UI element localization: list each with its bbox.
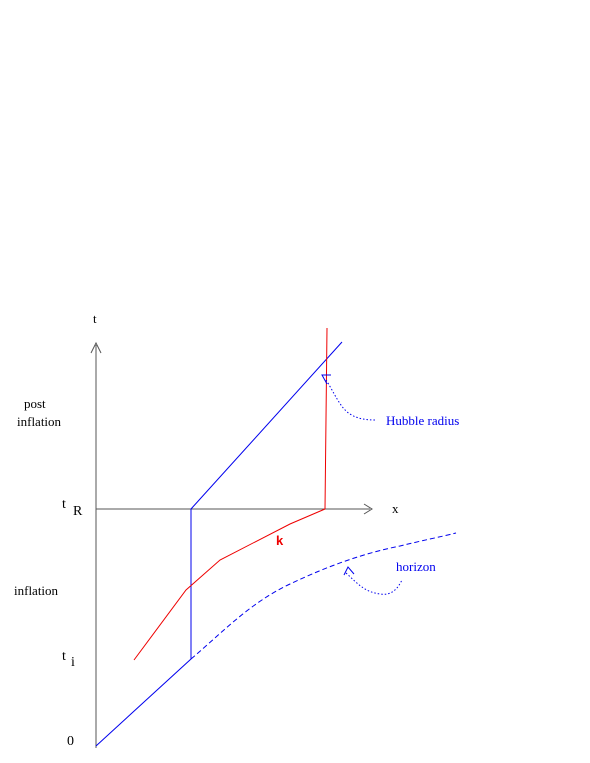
post-inflation-label: inflation xyxy=(17,414,62,429)
hubble-radius-arrowhead xyxy=(321,374,331,385)
blue-light-cone-line xyxy=(95,341,343,747)
origin-label: 0 xyxy=(67,734,74,749)
horizon-arrowhead xyxy=(343,566,355,576)
hubble-radius-pointer xyxy=(325,379,377,421)
t-r-subscript: R xyxy=(73,504,83,519)
t-axis-arrowhead xyxy=(90,341,102,354)
x-axis-label: x xyxy=(392,501,399,516)
post-label: post xyxy=(24,396,46,411)
horizon-pointer xyxy=(345,572,403,595)
inflation-label: inflation xyxy=(14,583,59,598)
mode-k-line xyxy=(133,327,328,661)
mode-k-label: k xyxy=(276,533,284,548)
t-i-letter: t xyxy=(62,649,66,664)
horizon-label: horizon xyxy=(396,559,436,574)
horizon-curve xyxy=(190,532,457,660)
hubble-radius-label: Hubble radius xyxy=(386,413,459,428)
t-axis-label: t xyxy=(93,311,97,326)
t-i-subscript: i xyxy=(71,655,75,670)
t-r-letter: t xyxy=(62,497,66,512)
x-axis-arrowhead xyxy=(363,503,373,515)
